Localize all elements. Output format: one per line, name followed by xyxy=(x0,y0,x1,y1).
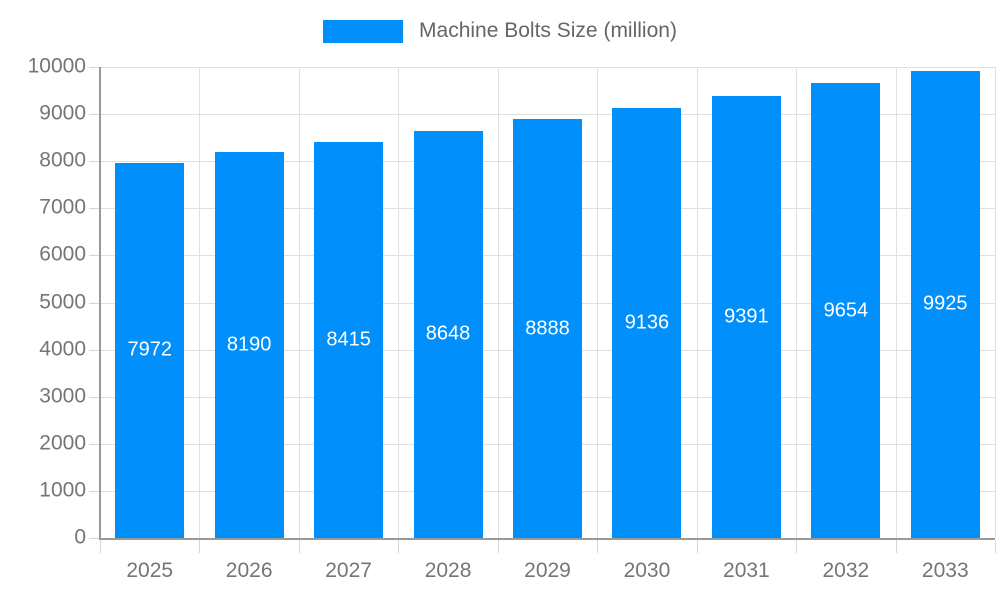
y-axis-line xyxy=(99,67,101,540)
bar[interactable] xyxy=(413,130,483,538)
bar-value-label: 9136 xyxy=(624,311,670,334)
y-axis-tick xyxy=(89,443,100,445)
y-axis-label: 2000 xyxy=(39,431,86,455)
x-axis-tick xyxy=(696,540,698,553)
gridline-horizontal xyxy=(100,114,995,116)
bar[interactable] xyxy=(811,83,881,538)
bar-value-label: 8190 xyxy=(226,333,272,356)
y-axis-tick xyxy=(89,208,100,210)
x-axis-label: 2033 xyxy=(921,559,969,582)
x-axis-label: 2026 xyxy=(225,559,273,582)
y-axis-tick xyxy=(89,302,100,304)
legend-label: Machine Bolts Size (million) xyxy=(419,19,677,42)
y-axis-tick xyxy=(89,161,100,163)
gridline-vertical xyxy=(796,67,798,538)
x-axis-tick xyxy=(497,540,499,553)
y-axis-tick xyxy=(89,490,100,492)
x-axis-label: 2027 xyxy=(325,559,372,582)
y-axis-label: 6000 xyxy=(39,242,86,266)
bar[interactable] xyxy=(115,162,185,538)
y-axis-label: 7000 xyxy=(39,195,86,219)
legend-swatch-icon xyxy=(323,19,404,43)
x-axis-tick xyxy=(199,540,201,553)
x-axis-tick xyxy=(895,540,897,553)
x-axis-label: 2031 xyxy=(723,559,770,582)
bar[interactable] xyxy=(314,141,384,538)
gridline-vertical xyxy=(597,67,599,538)
x-axis-tick xyxy=(298,540,300,553)
bar-value-label: 8648 xyxy=(425,322,471,345)
y-axis-tick xyxy=(89,114,100,116)
gridline-vertical xyxy=(199,67,201,538)
x-axis-label: 2030 xyxy=(623,559,671,582)
bar[interactable] xyxy=(910,70,980,538)
x-axis-tick xyxy=(398,540,400,553)
bar[interactable] xyxy=(214,152,284,538)
x-axis-line xyxy=(100,538,995,540)
gridline-vertical xyxy=(298,67,300,538)
y-axis-tick xyxy=(89,538,100,539)
y-axis-label: 5000 xyxy=(39,290,86,314)
gridline-vertical xyxy=(995,67,996,538)
gridline-vertical xyxy=(696,67,698,538)
y-axis-label: 1000 xyxy=(39,478,86,502)
x-axis-tick xyxy=(100,540,101,553)
x-axis-label: 2029 xyxy=(524,559,571,582)
bar-value-label: 8888 xyxy=(525,317,570,340)
x-axis-label: 2032 xyxy=(822,559,870,582)
y-axis-label: 4000 xyxy=(39,337,86,361)
y-axis-label: 3000 xyxy=(39,384,86,408)
gridline-vertical xyxy=(497,67,499,538)
x-axis-tick xyxy=(597,540,599,553)
y-axis-tick xyxy=(89,349,100,351)
bar-value-label: 9391 xyxy=(724,305,769,328)
chart-legend[interactable]: Machine Bolts Size (million) xyxy=(0,19,1000,43)
x-axis-tick xyxy=(796,540,798,553)
gridline-vertical xyxy=(398,67,400,538)
bar[interactable] xyxy=(612,107,682,538)
y-axis-label: 9000 xyxy=(39,101,86,125)
bar[interactable] xyxy=(711,95,781,538)
y-axis-label: 8000 xyxy=(39,148,86,172)
bar-value-label: 7972 xyxy=(127,338,172,361)
y-axis-tick xyxy=(89,396,100,398)
bar[interactable] xyxy=(513,119,582,538)
y-axis-tick xyxy=(89,255,100,257)
x-axis-label: 2025 xyxy=(126,559,174,582)
gridline-horizontal xyxy=(100,67,995,68)
x-axis-label: 2028 xyxy=(424,559,472,582)
bar-value-label: 9925 xyxy=(923,292,968,315)
bar-value-label: 9654 xyxy=(823,299,869,322)
y-axis-label: 10000 xyxy=(27,54,86,78)
y-axis-label: 0 xyxy=(74,525,86,549)
bar-value-label: 8415 xyxy=(326,328,371,351)
y-axis-tick xyxy=(89,67,100,68)
x-axis-tick xyxy=(995,540,996,553)
gridline-vertical xyxy=(895,67,897,538)
